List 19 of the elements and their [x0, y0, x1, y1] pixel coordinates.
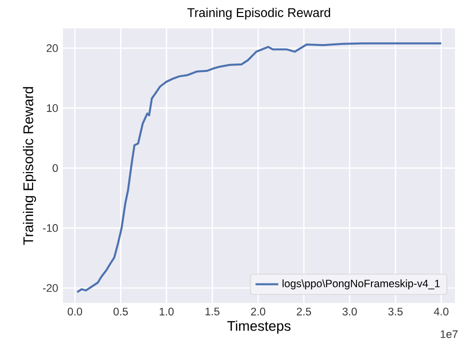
x-tick-label: 3.5: [388, 308, 403, 316]
x-tick-label: 1.5: [206, 308, 220, 316]
x-tick-label: 0.0: [68, 308, 82, 316]
y-axis-title: Training Episodic Reward: [22, 87, 36, 245]
x-tick-label: 1.0: [160, 308, 174, 316]
text: 1e7: [440, 330, 458, 338]
x-tick-label: 0.5: [114, 308, 128, 316]
legend-label: logs\ppo\PongNoFrameskip-v4_1: [282, 279, 440, 290]
x-tick-label: 2.5: [296, 308, 312, 316]
chart-title: Training Episodic Reward: [187, 8, 330, 20]
y-tick-label: -20: [42, 284, 58, 292]
y-tick-label: 10: [46, 104, 58, 112]
x-axis-title: Timesteps: [227, 320, 291, 334]
x-tick-label: 4.0: [434, 308, 448, 316]
y-tick-label: 0: [52, 164, 58, 172]
x-tick-label: 3.0: [342, 308, 357, 316]
y-tick-label: 20: [46, 44, 58, 52]
y-tick-label: -10: [42, 224, 58, 232]
x-tick-label: 2.0: [251, 308, 266, 316]
